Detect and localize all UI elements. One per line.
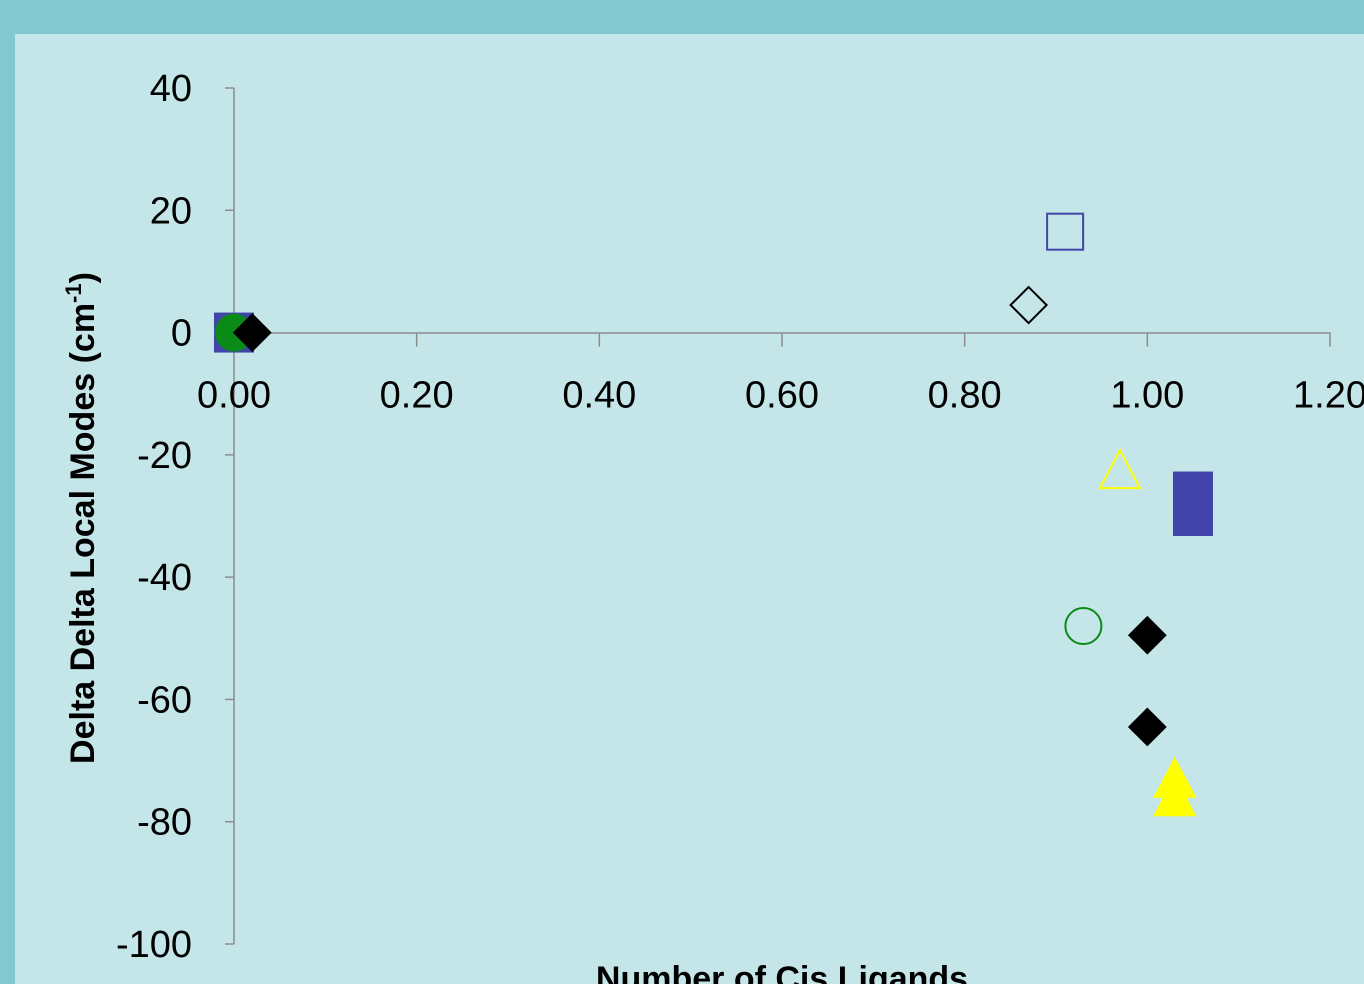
x-tick-label: 0.40 bbox=[562, 375, 636, 417]
plot-background bbox=[15, 34, 1364, 984]
x-tick-label: 0.20 bbox=[380, 375, 454, 417]
data-point-circle-open bbox=[1064, 607, 1103, 646]
y-tick-label: 0 bbox=[171, 313, 192, 355]
data-point-diamond-filled bbox=[1127, 615, 1167, 655]
x-tick-label: 1.00 bbox=[1110, 375, 1184, 417]
y-tick-label: 20 bbox=[150, 190, 192, 232]
y-tick-label: -60 bbox=[137, 679, 192, 721]
data-point-square-filled bbox=[1173, 496, 1213, 536]
data-point-triangle-open bbox=[1098, 447, 1142, 490]
y-tick-label: -40 bbox=[137, 557, 192, 599]
data-point-diamond-filled bbox=[1127, 707, 1167, 747]
x-tick-label: 1.20 bbox=[1293, 375, 1364, 417]
y-axis-ticks: 40 20 0 -20 -40 -60 -80 -100 bbox=[116, 68, 234, 966]
x-tick-label: 0.60 bbox=[745, 375, 819, 417]
y-tick-label: -80 bbox=[137, 802, 192, 844]
x-axis-ticks: 0.00 0.20 0.40 0.60 0.80 1.00 1.20 bbox=[197, 332, 1364, 417]
data-point-triangle-filled bbox=[1153, 775, 1197, 817]
data-point-square-open bbox=[1046, 212, 1085, 251]
y-axis-title: Delta Delta Local Modes (cm-1) bbox=[61, 272, 102, 764]
y-axis-title-superscript: -1 bbox=[61, 283, 86, 303]
data-point-diamond-open bbox=[1009, 285, 1049, 325]
data-markers bbox=[214, 212, 1213, 817]
x-tick-label: 0.00 bbox=[197, 375, 271, 417]
y-tick-label: -20 bbox=[137, 435, 192, 477]
y-tick-label: -100 bbox=[116, 924, 192, 966]
y-axis-title-close: ) bbox=[64, 272, 102, 283]
x-axis-title: Number of Cis Ligands bbox=[596, 960, 968, 984]
x-tick-label: 0.80 bbox=[928, 375, 1002, 417]
data-point-diamond-filled bbox=[232, 313, 272, 352]
y-tick-label: 40 bbox=[150, 68, 192, 110]
y-axis-title-main: Delta Delta Local Modes (cm bbox=[64, 303, 102, 764]
